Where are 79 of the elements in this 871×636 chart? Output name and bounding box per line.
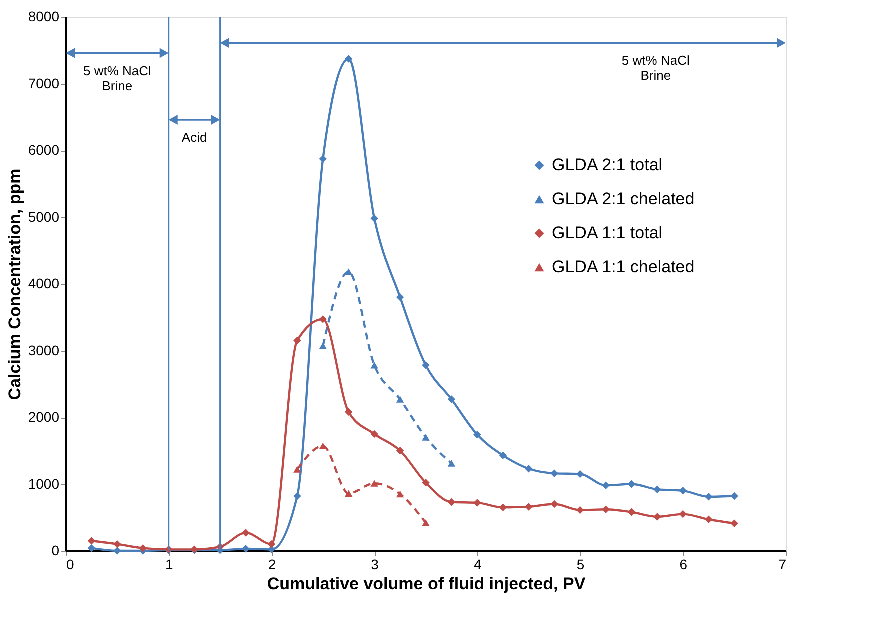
point xyxy=(114,547,122,555)
point xyxy=(550,500,558,508)
point xyxy=(422,434,430,441)
point xyxy=(114,540,122,548)
y-tick-label: 7000 xyxy=(28,75,60,92)
point xyxy=(370,430,378,438)
point xyxy=(602,506,610,514)
point xyxy=(294,492,302,500)
point xyxy=(139,544,148,552)
point xyxy=(319,316,328,324)
x-axis-title: Cumulative volume of fluid injected, PV xyxy=(267,574,586,594)
y-axis-title: Calcium Concentration, ppm xyxy=(5,168,24,400)
point xyxy=(370,214,378,222)
point xyxy=(679,487,688,495)
point xyxy=(679,510,688,518)
point xyxy=(448,396,456,404)
point xyxy=(422,479,430,487)
point xyxy=(602,482,610,490)
x-tick-label: 2 xyxy=(268,556,276,572)
point xyxy=(294,336,302,345)
point xyxy=(448,460,456,467)
point xyxy=(319,155,328,164)
y-tick-label: 8000 xyxy=(28,8,60,24)
point xyxy=(704,493,713,501)
point xyxy=(344,490,353,497)
point xyxy=(499,452,508,460)
point xyxy=(344,408,353,416)
point xyxy=(448,498,456,506)
x-tick-label: 7 xyxy=(778,556,787,572)
point xyxy=(396,490,404,498)
point xyxy=(344,55,353,63)
point xyxy=(422,362,430,370)
x-tick-label: 4 xyxy=(474,556,482,572)
point xyxy=(294,466,302,473)
point xyxy=(422,520,430,526)
x-tick-label: 0 xyxy=(66,556,74,572)
x-tick-label: 6 xyxy=(680,556,688,572)
point xyxy=(396,293,404,302)
y-tick-label: 2000 xyxy=(28,409,60,425)
legend-label: GLDA 2:1 chelated xyxy=(552,190,695,208)
y-tick-label: 0 xyxy=(52,542,60,558)
point xyxy=(344,268,353,276)
point xyxy=(730,520,738,528)
point xyxy=(88,544,96,552)
point xyxy=(628,508,636,516)
x-tick-label: 1 xyxy=(165,556,174,572)
point xyxy=(654,486,662,494)
x-tick-label: 3 xyxy=(371,556,380,572)
point xyxy=(628,480,636,488)
point xyxy=(370,480,378,487)
point xyxy=(242,529,250,537)
point xyxy=(319,342,328,350)
y-tick-label: 5000 xyxy=(28,208,60,225)
point xyxy=(654,513,662,521)
point xyxy=(524,465,533,473)
point xyxy=(242,545,250,553)
point xyxy=(576,506,584,514)
point xyxy=(550,470,558,478)
annotation: Acid xyxy=(182,130,208,146)
x-tick-label: 5 xyxy=(576,556,585,572)
legend-label: GLDA 1:1 chelated xyxy=(552,258,695,276)
annotation: 5 wt% NaCl Brine xyxy=(83,63,152,94)
point xyxy=(474,499,482,507)
legend-label: GLDA 2:1 total xyxy=(552,156,663,174)
point xyxy=(474,430,482,439)
y-tick-label: 1000 xyxy=(28,476,60,492)
point xyxy=(396,396,404,403)
point xyxy=(88,537,96,545)
point xyxy=(396,447,404,455)
y-tick-label: 4000 xyxy=(28,276,60,292)
point xyxy=(704,516,713,524)
annotation: 5 wt% NaCl Brine xyxy=(622,53,690,84)
point xyxy=(730,492,738,500)
point xyxy=(268,540,276,548)
y-tick-label: 3000 xyxy=(28,342,60,358)
point xyxy=(576,470,584,478)
point xyxy=(370,362,378,369)
y-tick-label: 6000 xyxy=(28,142,60,158)
legend-label: GLDA 1:1 total xyxy=(552,224,663,242)
